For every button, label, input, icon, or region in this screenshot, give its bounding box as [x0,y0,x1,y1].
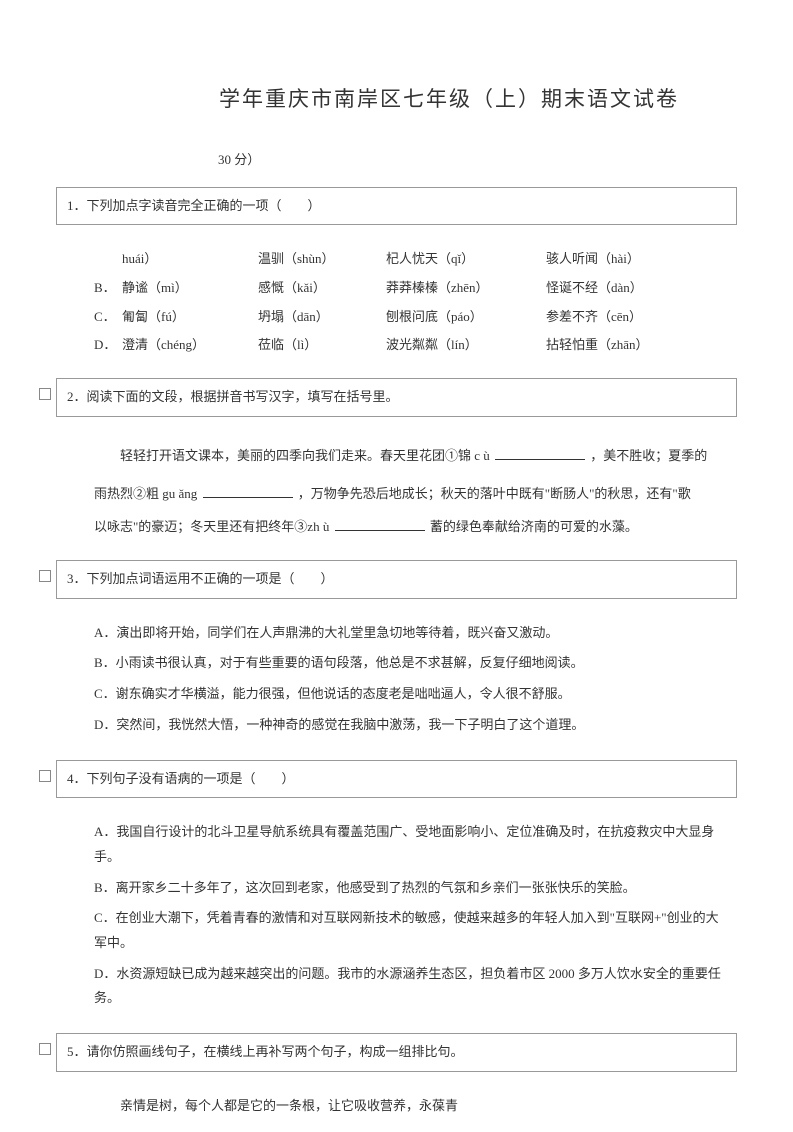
question-5-stem: 5．请你仿照画线句子，在横线上再补写两个句子，构成一组排比句。 [67,1044,464,1059]
option-line: B．离开家乡二十多年了，这次回到老家，他感受到了热烈的气氛和乡亲们一张张快乐的笑… [94,876,727,901]
q5-para: 亲情是树，每个人都是它的一条根，让它吸收营养，永葆青 [94,1094,727,1119]
option-cell: 杞人忧天（qǐ） [386,247,546,272]
option-cell: 匍匐（fú） [122,305,258,330]
fill-blank[interactable] [203,485,293,498]
option-cell: 刨根问底（páo） [386,305,546,330]
option-row: D． 澄清（chéng） 莅临（lì） 波光粼粼（lín） 拈轻怕重（zhān） [94,333,727,358]
question-4-stem: 4．下列句子没有语病的一项是（ ） [67,771,295,786]
option-cell: huái） [122,247,258,272]
option-label [94,247,122,272]
question-4-options: A．我国自行设计的北斗卫星导航系统具有覆盖范围广、受地面影响小、定位准确及时，在… [56,812,737,1027]
question-4-box: 4．下列句子没有语病的一项是（ ） [56,760,737,799]
q2-text: 轻轻打开语文课本，美丽的四季向我们走来。春天里花团①锦 c ù [120,448,490,463]
question-2-stem: 2．阅读下面的文段，根据拼音书写汉字，填写在括号里。 [67,389,399,404]
option-label: C． [94,305,122,330]
option-line: A．演出即将开始，同学们在人声鼎沸的大礼堂里急切地等待着，既兴奋又激动。 [94,621,727,646]
option-cell: 参差不齐（cēn） [546,305,642,330]
option-line: C．在创业大潮下，凭着青春的激情和对互联网新技术的敏感，使越来越多的年轻人加入到… [94,906,727,955]
option-label: D． [94,333,122,358]
option-cell: 莽莽榛榛（zhēn） [386,276,546,301]
fill-blank[interactable] [335,518,425,531]
option-line: C．谢东确实才华横溢，能力很强，但他说话的态度老是咄咄逼人，令人很不舒服。 [94,682,727,707]
option-line: A．我国自行设计的北斗卫星导航系统具有覆盖范围广、受地面影响小、定位准确及时，在… [94,820,727,869]
option-cell: 温驯（shùn） [258,247,386,272]
q2-text: ，万物争先恐后地成长；秋天的落叶中既有"断肠人"的秋思，还有"歌 [298,486,691,501]
q2-text: 蓄的绿色奉献给济南的可爱的水藻。 [430,519,638,534]
fill-blank[interactable] [495,447,585,460]
option-line: D．水资源短缺已成为越来越突出的问题。我市的水源涵养生态区，担负着市区 2000… [94,962,727,1011]
option-cell: 波光粼粼（lín） [386,333,546,358]
option-cell: 骇人听闻（hài） [546,247,640,272]
q2-text: 以咏志"的豪迈；冬天里还有把终年③zh ù [94,519,329,534]
page-title: 学年重庆市南岸区七年级（上）期末语文试卷 [56,80,737,120]
option-cell: 澄清（chéng） [122,333,258,358]
option-cell: 怪诞不经（dàn） [546,276,643,301]
option-cell: 坍塌（dān） [258,305,386,330]
option-line: D．突然间，我恍然大悟，一种神奇的感觉在我脑中激荡，我一下子明白了这个道理。 [94,713,727,738]
option-row: B． 静谧（mì） 感慨（kǎi） 莽莽榛榛（zhēn） 怪诞不经（dàn） [94,276,727,301]
section-subtitle: 30 分） [56,148,737,173]
option-cell: 静谧（mì） [122,276,258,301]
question-5-box: 5．请你仿照画线句子，在横线上再补写两个句子，构成一组排比句。 [56,1033,737,1072]
q2-para: 轻轻打开语文课本，美丽的四季向我们走来。春天里花团①锦 c ù ，美不胜收；夏季… [94,439,727,473]
option-row: huái） 温驯（shùn） 杞人忧天（qǐ） 骇人听闻（hài） [94,247,727,272]
question-3-stem: 3．下列加点词语运用不正确的一项是（ ） [67,571,334,586]
question-1-options: huái） 温驯（shùn） 杞人忧天（qǐ） 骇人听闻（hài） B． 静谧（… [56,239,737,372]
option-cell: 莅临（lì） [258,333,386,358]
question-3-options: A．演出即将开始，同学们在人声鼎沸的大礼堂里急切地等待着，既兴奋又激动。 B．小… [56,613,737,754]
option-cell: 拈轻怕重（zhān） [546,333,649,358]
q2-text: 雨热烈②粗 gu ǎng [94,486,197,501]
question-3-box: 3．下列加点词语运用不正确的一项是（ ） [56,560,737,599]
question-2-body: 轻轻打开语文课本，美丽的四季向我们走来。春天里花团①锦 c ù ，美不胜收；夏季… [56,431,737,554]
option-line: B．小雨读书很认真，对于有些重要的语句段落，他总是不求甚解，反复仔细地阅读。 [94,651,727,676]
option-label: B． [94,276,122,301]
question-2-box: 2．阅读下面的文段，根据拼音书写汉字，填写在括号里。 [56,378,737,417]
option-row: C． 匍匐（fú） 坍塌（dān） 刨根问底（páo） 参差不齐（cēn） [94,305,727,330]
q2-text: ，美不胜收；夏季的 [590,448,707,463]
q2-para: 雨热烈②粗 gu ǎng ，万物争先恐后地成长；秋天的落叶中既有"断肠人"的秋思… [94,477,727,511]
question-5-body: 亲情是树，每个人都是它的一条根，让它吸收营养，永葆青 [56,1086,737,1132]
option-cell: 感慨（kǎi） [258,276,386,301]
question-1-stem: 1．下列加点字读音完全正确的一项（ ） [67,198,321,213]
question-1-box: 1．下列加点字读音完全正确的一项（ ） [56,187,737,226]
q2-para: 以咏志"的豪迈；冬天里还有把终年③zh ù 蓄的绿色奉献给济南的可爱的水藻。 [94,510,727,544]
